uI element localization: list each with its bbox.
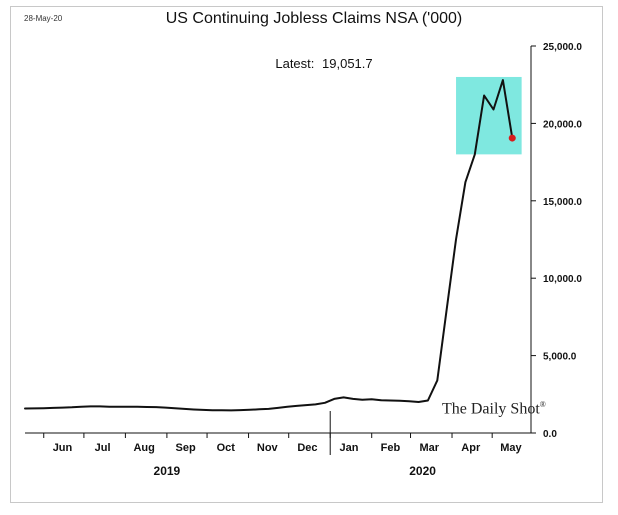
x-tick-label: Nov [257, 442, 279, 454]
chart-title: US Continuing Jobless Claims NSA ('000) [165, 10, 463, 27]
x-tick-label: Apr [461, 442, 481, 454]
last-point-marker [508, 134, 516, 142]
y-tick-label: 25,000.0 [543, 42, 582, 53]
y-tick-label: 5,000.0 [543, 352, 577, 363]
axis-layer [25, 45, 536, 455]
date-stamp: 28-May-20 [24, 14, 63, 23]
latest-label: Latest: [275, 56, 315, 71]
x-tick-label: Jun [53, 442, 73, 454]
year-label: 2019 [154, 464, 181, 478]
series-line [24, 79, 514, 412]
watermark-text: The Daily Shot [442, 400, 540, 418]
y-tick-label: 0.0 [543, 429, 557, 440]
year-label: 2020 [409, 464, 436, 478]
x-tick-label: Mar [419, 442, 439, 454]
x-tick-label: Aug [133, 442, 154, 454]
x-tick-label: Dec [297, 442, 317, 454]
x-tick-label: Feb [381, 442, 401, 454]
watermark-logo: The Daily Shot® [442, 400, 546, 418]
x-tick-label: Jul [95, 442, 111, 454]
x-tick-label: Sep [176, 442, 196, 454]
latest-readout: Latest: 19,051.7 [0, 56, 618, 71]
latest-value: 19,051.7 [322, 56, 373, 71]
y-tick-label: 15,000.0 [543, 197, 582, 208]
x-tick-label: Jan [339, 442, 358, 454]
x-tick-label: Oct [217, 442, 236, 454]
y-tick-label: 20,000.0 [543, 119, 582, 130]
x-tick-label: May [500, 442, 522, 454]
line-layer [24, 79, 516, 412]
highlight-layer [456, 76, 522, 155]
registered-mark: ® [539, 400, 546, 409]
label-layer: 0.0 5,000.0 10,000.0 15,000.0 20,000.0 25,000… [53, 42, 583, 478]
y-tick-label: 10,000.0 [543, 274, 582, 285]
highlight-box [456, 76, 522, 155]
